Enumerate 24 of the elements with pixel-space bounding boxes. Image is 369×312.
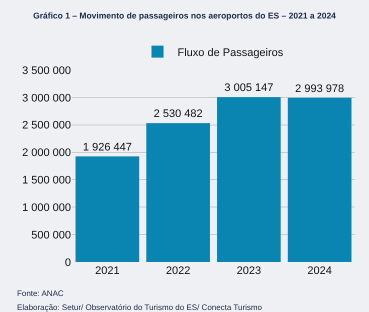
bar <box>288 98 352 262</box>
y-tick-label: 2 500 000 <box>22 120 71 132</box>
text: 2 993 978 <box>295 82 344 95</box>
bar <box>76 156 140 262</box>
bar <box>146 123 210 262</box>
text: 1 926 447 <box>82 141 132 154</box>
x-tick-label: 2021 <box>95 265 120 277</box>
chart-title: Gráfico 1 – Movimento de passageiros nos aeroportos do ES – 2021 a 2024 <box>33 10 336 20</box>
text: Elaboração: Setur/ Observatório do Turismo do ES/ Conecta Turismo <box>17 303 263 312</box>
legend-label: Fluxo de Passageiros <box>178 46 284 59</box>
bar <box>217 97 281 262</box>
text: 2 530 482 <box>154 108 203 120</box>
x-tick-label: 2024 <box>307 265 332 277</box>
y-tick-label: 3 000 000 <box>22 92 71 104</box>
y-tick-label: 1 000 000 <box>22 202 71 214</box>
x-tick-label: 2022 <box>166 265 190 277</box>
source-note: Fonte: ANAC <box>17 289 64 298</box>
y-tick-label: 3 500 000 <box>22 64 71 77</box>
y-tick-label: 1 500 000 <box>22 174 71 187</box>
x-tick-label: 2023 <box>236 265 262 277</box>
y-tick-label: 0 <box>64 256 71 269</box>
y-tick-label: 500 000 <box>31 229 71 242</box>
y-tick-label: 2 000 000 <box>22 147 71 160</box>
text: 3 005 147 <box>224 82 274 94</box>
